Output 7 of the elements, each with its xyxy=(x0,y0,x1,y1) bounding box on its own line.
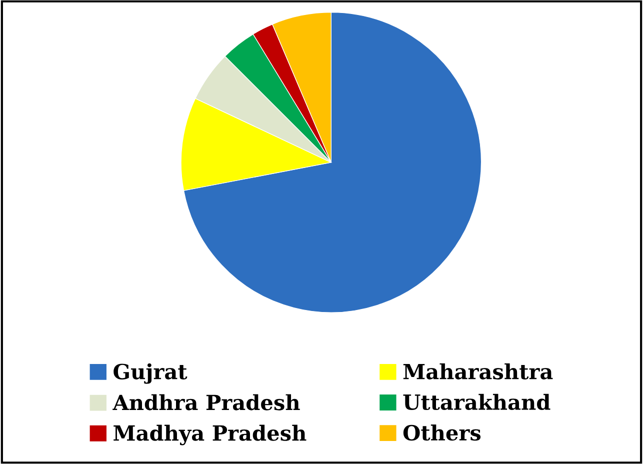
pie-slice xyxy=(183,12,482,313)
legend-label: Maharashtra xyxy=(403,363,553,380)
legend-label: Others xyxy=(403,424,481,441)
legend-label: Gujrat xyxy=(114,363,188,384)
legend-label: Uttarakhand xyxy=(403,394,550,410)
legend-label: Andhra Pradesh xyxy=(112,394,300,410)
legend-label: Madhya Pradesh xyxy=(114,424,306,446)
